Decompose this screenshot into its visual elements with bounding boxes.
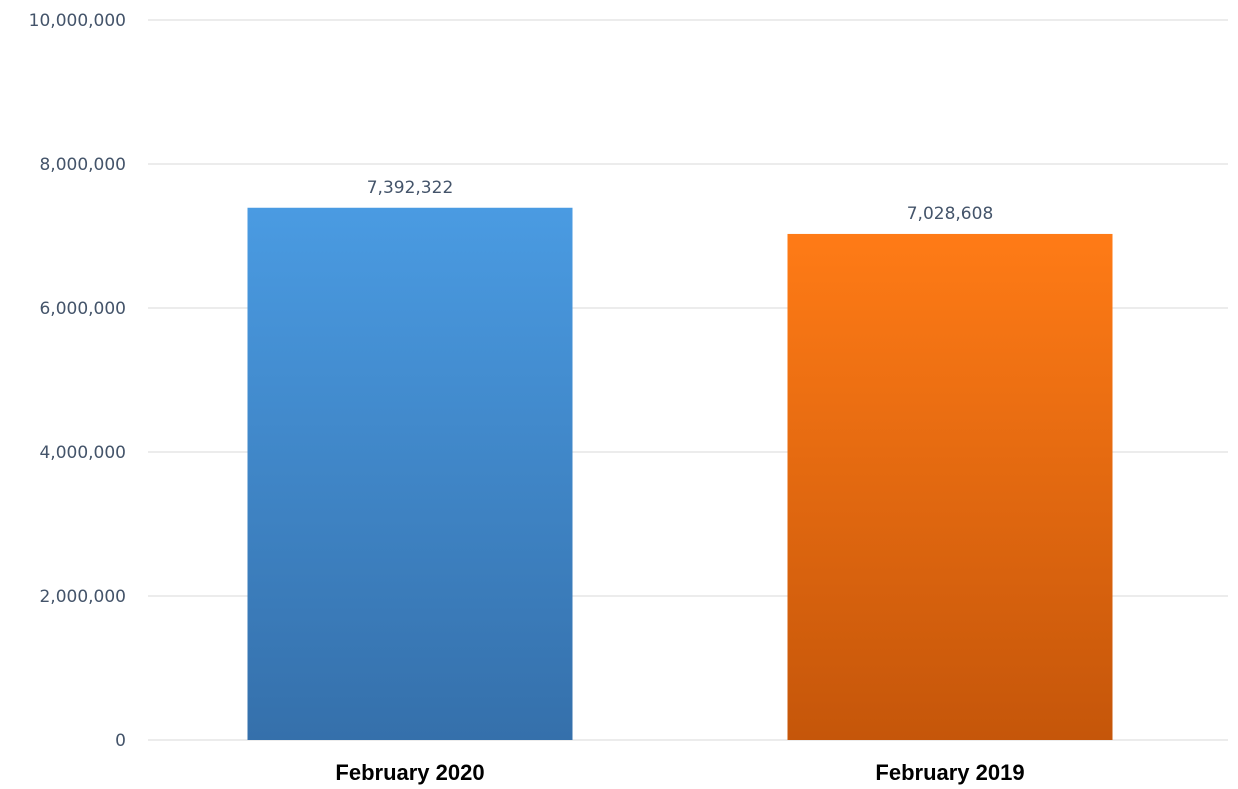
data-label: 7,392,322 bbox=[367, 178, 454, 198]
y-tick-label: 0 bbox=[115, 731, 126, 751]
x-category-label: February 2020 bbox=[335, 760, 484, 785]
y-tick-label: 6,000,000 bbox=[39, 299, 126, 319]
data-label: 7,028,608 bbox=[907, 204, 994, 224]
x-axis-category-labels: February 2020 February 2019 bbox=[335, 760, 1024, 785]
data-labels: 7,392,322 7,028,608 bbox=[367, 178, 994, 224]
bar-2 bbox=[787, 233, 1113, 740]
bar-1 bbox=[247, 207, 573, 741]
y-tick-label: 10,000,000 bbox=[29, 11, 126, 31]
y-axis-tick-labels: 0 2,000,000 4,000,000 6,000,000 8,000,000 10,… bbox=[29, 11, 126, 751]
bars bbox=[247, 207, 1113, 741]
y-tick-label: 8,000,000 bbox=[39, 155, 126, 175]
y-tick-label: 4,000,000 bbox=[39, 443, 126, 463]
x-category-label: February 2019 bbox=[875, 760, 1024, 785]
y-tick-label: 2,000,000 bbox=[39, 587, 126, 607]
